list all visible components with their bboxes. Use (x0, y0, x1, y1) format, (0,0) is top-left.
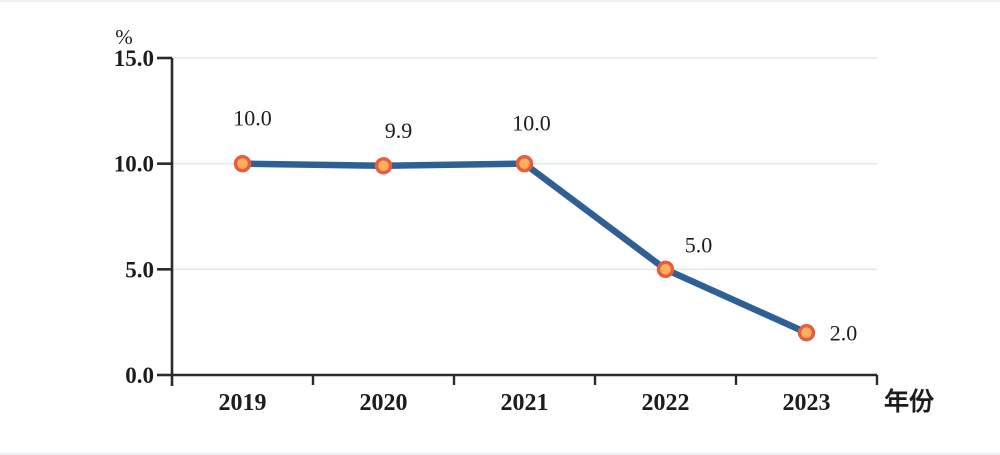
x-tick-label: 2020 (360, 390, 408, 416)
y-tick-label: 0.0 (125, 363, 154, 388)
page-bottom-edge (0, 453, 1000, 455)
data-point-marker (233, 154, 252, 173)
data-point-label: 10.0 (512, 111, 551, 136)
data-labels: 10.0 9.9 10.0 5.0 2.0 (233, 106, 857, 346)
data-point-label: 2.0 (830, 321, 858, 346)
x-tick-label: 2023 (783, 390, 831, 416)
data-point-label: 9.9 (385, 118, 413, 143)
data-point-label: 10.0 (233, 106, 272, 131)
x-tick-label: 2022 (642, 390, 690, 416)
y-axis-ticks (157, 56, 172, 377)
data-series (239, 160, 810, 336)
page-top-edge (0, 0, 1000, 2)
y-tick-label: 5.0 (125, 257, 154, 282)
y-tick-label: 15.0 (114, 46, 154, 71)
data-line (239, 160, 810, 336)
x-axis-ticks (311, 375, 879, 385)
y-axis-unit-label: % (115, 25, 133, 49)
data-point-marker (656, 260, 675, 279)
data-point-marker (515, 154, 534, 173)
axes (170, 58, 877, 386)
x-tick-label: 2019 (219, 390, 267, 416)
y-axis-labels: 0.0 5.0 10.0 15.0 (114, 46, 154, 388)
data-point-marker (797, 324, 816, 342)
data-point-marker (374, 157, 393, 175)
x-axis-title: 年份 (884, 387, 934, 416)
data-point-label: 5.0 (685, 232, 713, 257)
x-tick-label: 2021 (501, 390, 549, 416)
x-axis-labels: 2019 2020 2021 2022 2023 (219, 390, 831, 416)
data-points (233, 154, 816, 342)
y-tick-label: 10.0 (114, 152, 154, 177)
